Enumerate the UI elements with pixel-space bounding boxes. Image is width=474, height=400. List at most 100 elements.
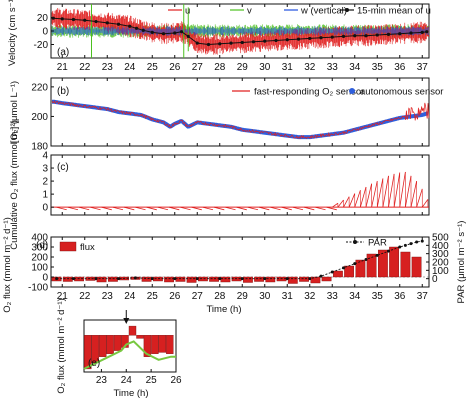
mean-u-point [186,34,190,39]
cumulative-negative-strokes [56,206,337,211]
y-tick-label: 0 [42,27,48,38]
par-point [420,239,424,243]
panel-b-x-ticks [61,78,423,146]
par-point [342,266,345,270]
flux-bar [411,256,422,278]
flux-bar [355,259,366,278]
flux-bar [333,270,343,278]
x-tick-label: 23 [102,62,114,73]
flux-bar [321,276,332,282]
x-tick-label: 31 [282,62,294,73]
inset-flux-bar [106,335,114,354]
mean-u-point [195,41,199,45]
panel-c-frame [50,154,430,216]
cumulative-ramp [404,175,412,208]
flux-bar [400,251,411,278]
y-tick-label: 220 [31,82,48,93]
panel-d-legend: flux PAR [59,238,387,253]
par-point [173,277,177,281]
par-point [72,277,75,281]
par-point [240,277,244,281]
panel-c-y-ticks: 0 1 2 3 4 [42,151,54,214]
panel-b-ylabel: [O₂] (μmol L⁻¹) [9,81,20,143]
x-tick-label: 27 [192,291,204,302]
cumulative-ramp [393,172,401,208]
mean-u-point [173,31,177,35]
mean-u-point [105,21,109,25]
x-tick-label: 25 [146,375,158,386]
y-tick-label: -100 [28,283,48,294]
par-point [55,277,59,281]
legend-label: flux [80,242,95,253]
flux-bar [366,253,377,278]
panel-a-label: (a) [57,47,69,58]
y-tick-label: -20 [34,40,49,51]
x-tick-label: 31 [282,291,294,302]
x-tick-label: 21 [57,291,69,302]
mean-u-point [375,33,379,37]
par-point [94,277,98,281]
par-point [218,277,222,281]
panel-c-ylabel: Cumulative O₂ flux (mmol m⁻²) [9,120,20,250]
par-point [364,258,368,261]
flux-bar [197,276,208,282]
cumulative-ramp [421,199,429,208]
par-point [195,277,199,281]
flux-bar [209,276,219,282]
panel-d-x-ticks: 21 22 23 24 25 26 27 28 29 30 31 32 33 34 35 36 37 [57,237,428,302]
mean-u-point [398,32,402,36]
flux-bar [107,276,118,282]
par-point [353,262,357,266]
legend-marker [345,8,349,12]
cumulative-ramp [332,202,339,208]
inset-flux-bar [98,335,107,357]
flux-bar [254,276,264,282]
mean-u-point [60,17,64,21]
x-tick-label: 32 [304,62,316,73]
panel-b-frame [50,77,430,147]
panel-e-ylabel: O₂ flux (mmol m⁻² d⁻¹) [56,298,67,394]
y-tick-label: 400 [432,241,449,252]
par-point [308,277,312,281]
mean-u-point [364,34,368,38]
inset-flux-bar [158,335,167,353]
par-point [415,240,419,244]
flux-bar [265,276,276,283]
x-tick-label: 36 [394,291,406,302]
x-tick-label: 23 [96,375,108,386]
par-point [150,277,154,281]
inset-flux-bar [113,335,122,351]
annotation-arrow-head [123,318,130,324]
mean-u-point [71,17,76,22]
panel-b-label: (b) [57,86,69,97]
y-tick-label: 300 [432,249,449,260]
mean-u-point [116,22,121,26]
panel-a-ylabel: Velocity (cm s⁻¹) [7,0,18,66]
inset-flux-bar [166,335,174,354]
y-tick-label: 300 [31,243,48,254]
mean-u-point [341,34,346,39]
mean-u-point [134,26,139,30]
y-tick-label: 180 [31,142,48,153]
panel-a-legend: u v w (vertical) 15-min mean of u [168,6,431,17]
x-tick-label: 26 [170,375,182,386]
panel-b-marks [51,99,430,140]
y-tick-label: 2 [42,177,48,188]
mean-u-point [296,37,301,41]
panel-e: 24 26 23 25 (e) O₂ flux (mmol m⁻² d⁻¹) Time… [56,298,182,399]
cumulative-ramp [376,178,384,208]
inset-flux-bar [83,335,92,370]
flux-bar [141,276,152,282]
cumulative-ramp [365,183,373,208]
legend-label: u [185,6,190,17]
flux-bar [85,276,96,281]
mean-u-point [161,32,166,36]
x-tick-label: 27 [192,62,204,73]
par-point [375,253,379,257]
x-tick-label: 29 [237,62,249,73]
mean-u-point [179,30,184,34]
inset-line [83,340,176,370]
autonomous-sensor-series [51,99,429,140]
x-tick-label: 23 [102,291,114,302]
